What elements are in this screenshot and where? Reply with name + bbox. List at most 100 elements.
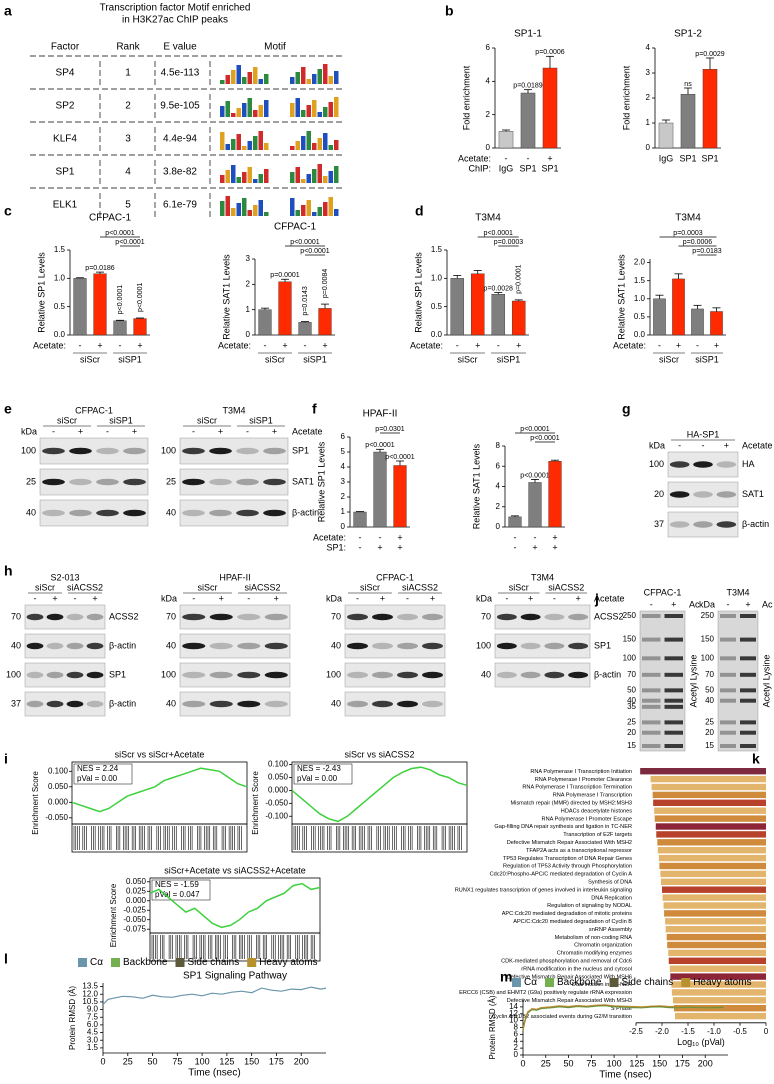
condition: + xyxy=(676,340,681,350)
y-tick-label: 2 xyxy=(341,492,346,501)
motif-logo xyxy=(312,100,317,117)
p-value: p=0.0001 xyxy=(516,264,523,293)
y-axis-label: Protein RMSD (Å) xyxy=(68,986,77,1050)
group-label: siSP1 xyxy=(497,354,521,364)
p-value: p=0.0189 xyxy=(513,83,542,90)
kda-marker: 100 xyxy=(623,653,637,662)
motif-logo xyxy=(264,74,269,84)
motif-logo xyxy=(301,110,306,117)
y-tick-label: 0.5 xyxy=(634,312,646,321)
motif-logo xyxy=(242,198,247,216)
x-tick-label: 50 xyxy=(148,1056,158,1066)
protein-label: HA xyxy=(742,459,755,469)
motif-logo xyxy=(312,74,317,84)
motif-logo xyxy=(247,98,252,117)
pathway-label: Cyclin A/B1/B2 associated events during … xyxy=(492,1014,632,1020)
kda-marker: 40 xyxy=(481,669,491,679)
bar xyxy=(258,309,272,336)
y-tick-label: 3 xyxy=(246,254,251,263)
band xyxy=(182,509,205,517)
y-tick-label: -0.050 xyxy=(45,813,68,822)
p-value: p=0.0003 xyxy=(673,230,702,237)
pathway-label: TP53 Regulates Transcription of DNA Repa… xyxy=(503,856,632,862)
band xyxy=(664,637,683,642)
band xyxy=(720,688,736,693)
legend-label: Heavy atoms xyxy=(259,957,317,968)
motif-logo xyxy=(312,212,317,216)
band xyxy=(720,672,736,677)
band xyxy=(263,478,286,486)
pathway-label: Dual incision in TC-NER xyxy=(572,982,632,988)
lane-label: - xyxy=(678,440,681,450)
group-label: siSP1 xyxy=(249,415,273,425)
legend-swatch xyxy=(609,978,619,987)
chart-title: HPAF-II xyxy=(363,409,398,420)
y-tick-label: 4.5 xyxy=(87,1028,99,1037)
y-tick-label: 4 xyxy=(646,43,651,52)
lane-label: + xyxy=(380,593,385,603)
p-value: ns xyxy=(684,81,692,88)
x-tick-label: 0 xyxy=(764,1027,769,1036)
cell-line: HPAF-II xyxy=(219,572,250,582)
x-tick-label: 0 xyxy=(520,1058,525,1068)
group-label: siScr xyxy=(509,582,529,592)
kda-label: kDa xyxy=(161,593,177,603)
kda-label: kDa xyxy=(476,593,492,603)
kda-marker: 250 xyxy=(623,611,637,620)
pathway-label: Synthesis of DNA xyxy=(588,880,632,886)
protein-label: ACSS2 xyxy=(594,611,624,621)
y-tick-label: 0.5 xyxy=(54,302,66,311)
band xyxy=(66,671,84,679)
pathway-label: RUNX1 regulates transcription of genes i… xyxy=(455,887,632,893)
band xyxy=(422,642,443,650)
y-tick-label: 7.5 xyxy=(87,1012,99,1021)
band xyxy=(237,700,261,708)
band xyxy=(123,509,146,517)
cell-line: S2-013 xyxy=(50,572,79,582)
motif-logo xyxy=(317,69,322,84)
condition: + xyxy=(377,542,382,552)
table-cell: 3.8e-82 xyxy=(163,167,197,178)
row-label: Acetate: xyxy=(613,340,646,350)
lane-label: + xyxy=(724,440,729,450)
group-label: siSP1 xyxy=(118,354,142,364)
motif-logo xyxy=(247,141,252,150)
lane-label: - xyxy=(650,599,653,609)
bar xyxy=(668,949,766,957)
motif-logo xyxy=(231,165,236,183)
y-tick-label: 13.5 xyxy=(82,982,98,991)
y-tick-label: 0 xyxy=(514,1050,519,1059)
treatment-label: Ac xyxy=(689,599,700,609)
motif-logo xyxy=(317,138,322,150)
band xyxy=(182,478,205,486)
band xyxy=(568,613,589,621)
condition: - xyxy=(696,340,699,350)
motif-logo xyxy=(253,179,258,183)
band xyxy=(664,688,683,693)
panel-letter: j xyxy=(594,591,599,607)
bar xyxy=(318,308,332,336)
y-tick-label: 3.0 xyxy=(87,1035,99,1044)
table-title: Transcription factor Motif enriched xyxy=(100,3,251,14)
condition: - xyxy=(505,153,508,163)
bar xyxy=(113,320,127,336)
pathway-label: APC/C:Cdc20 mediated degradation of Cycl… xyxy=(513,919,632,925)
condition: SP1 xyxy=(541,163,558,173)
motif-logo xyxy=(220,132,225,150)
y-tick-label: 0.050 xyxy=(48,782,69,791)
chart-title: CFPAC-1 xyxy=(274,222,316,233)
motif-logo xyxy=(231,70,236,84)
motif-logo xyxy=(225,144,230,150)
band xyxy=(86,671,104,679)
motif-logo xyxy=(306,105,311,117)
band xyxy=(182,642,206,650)
kda-marker: 70 xyxy=(331,611,341,621)
group-label: siACSS2 xyxy=(402,582,438,592)
lane-label: - xyxy=(727,599,730,609)
bar xyxy=(491,294,506,336)
nes: NES = 2.24 xyxy=(77,764,119,773)
y-tick-label: 1 xyxy=(341,507,346,516)
lane-label: - xyxy=(505,593,508,603)
p-value: p=0.0028 xyxy=(484,285,513,292)
x-axis-label: Time (nsec) xyxy=(188,1068,240,1079)
